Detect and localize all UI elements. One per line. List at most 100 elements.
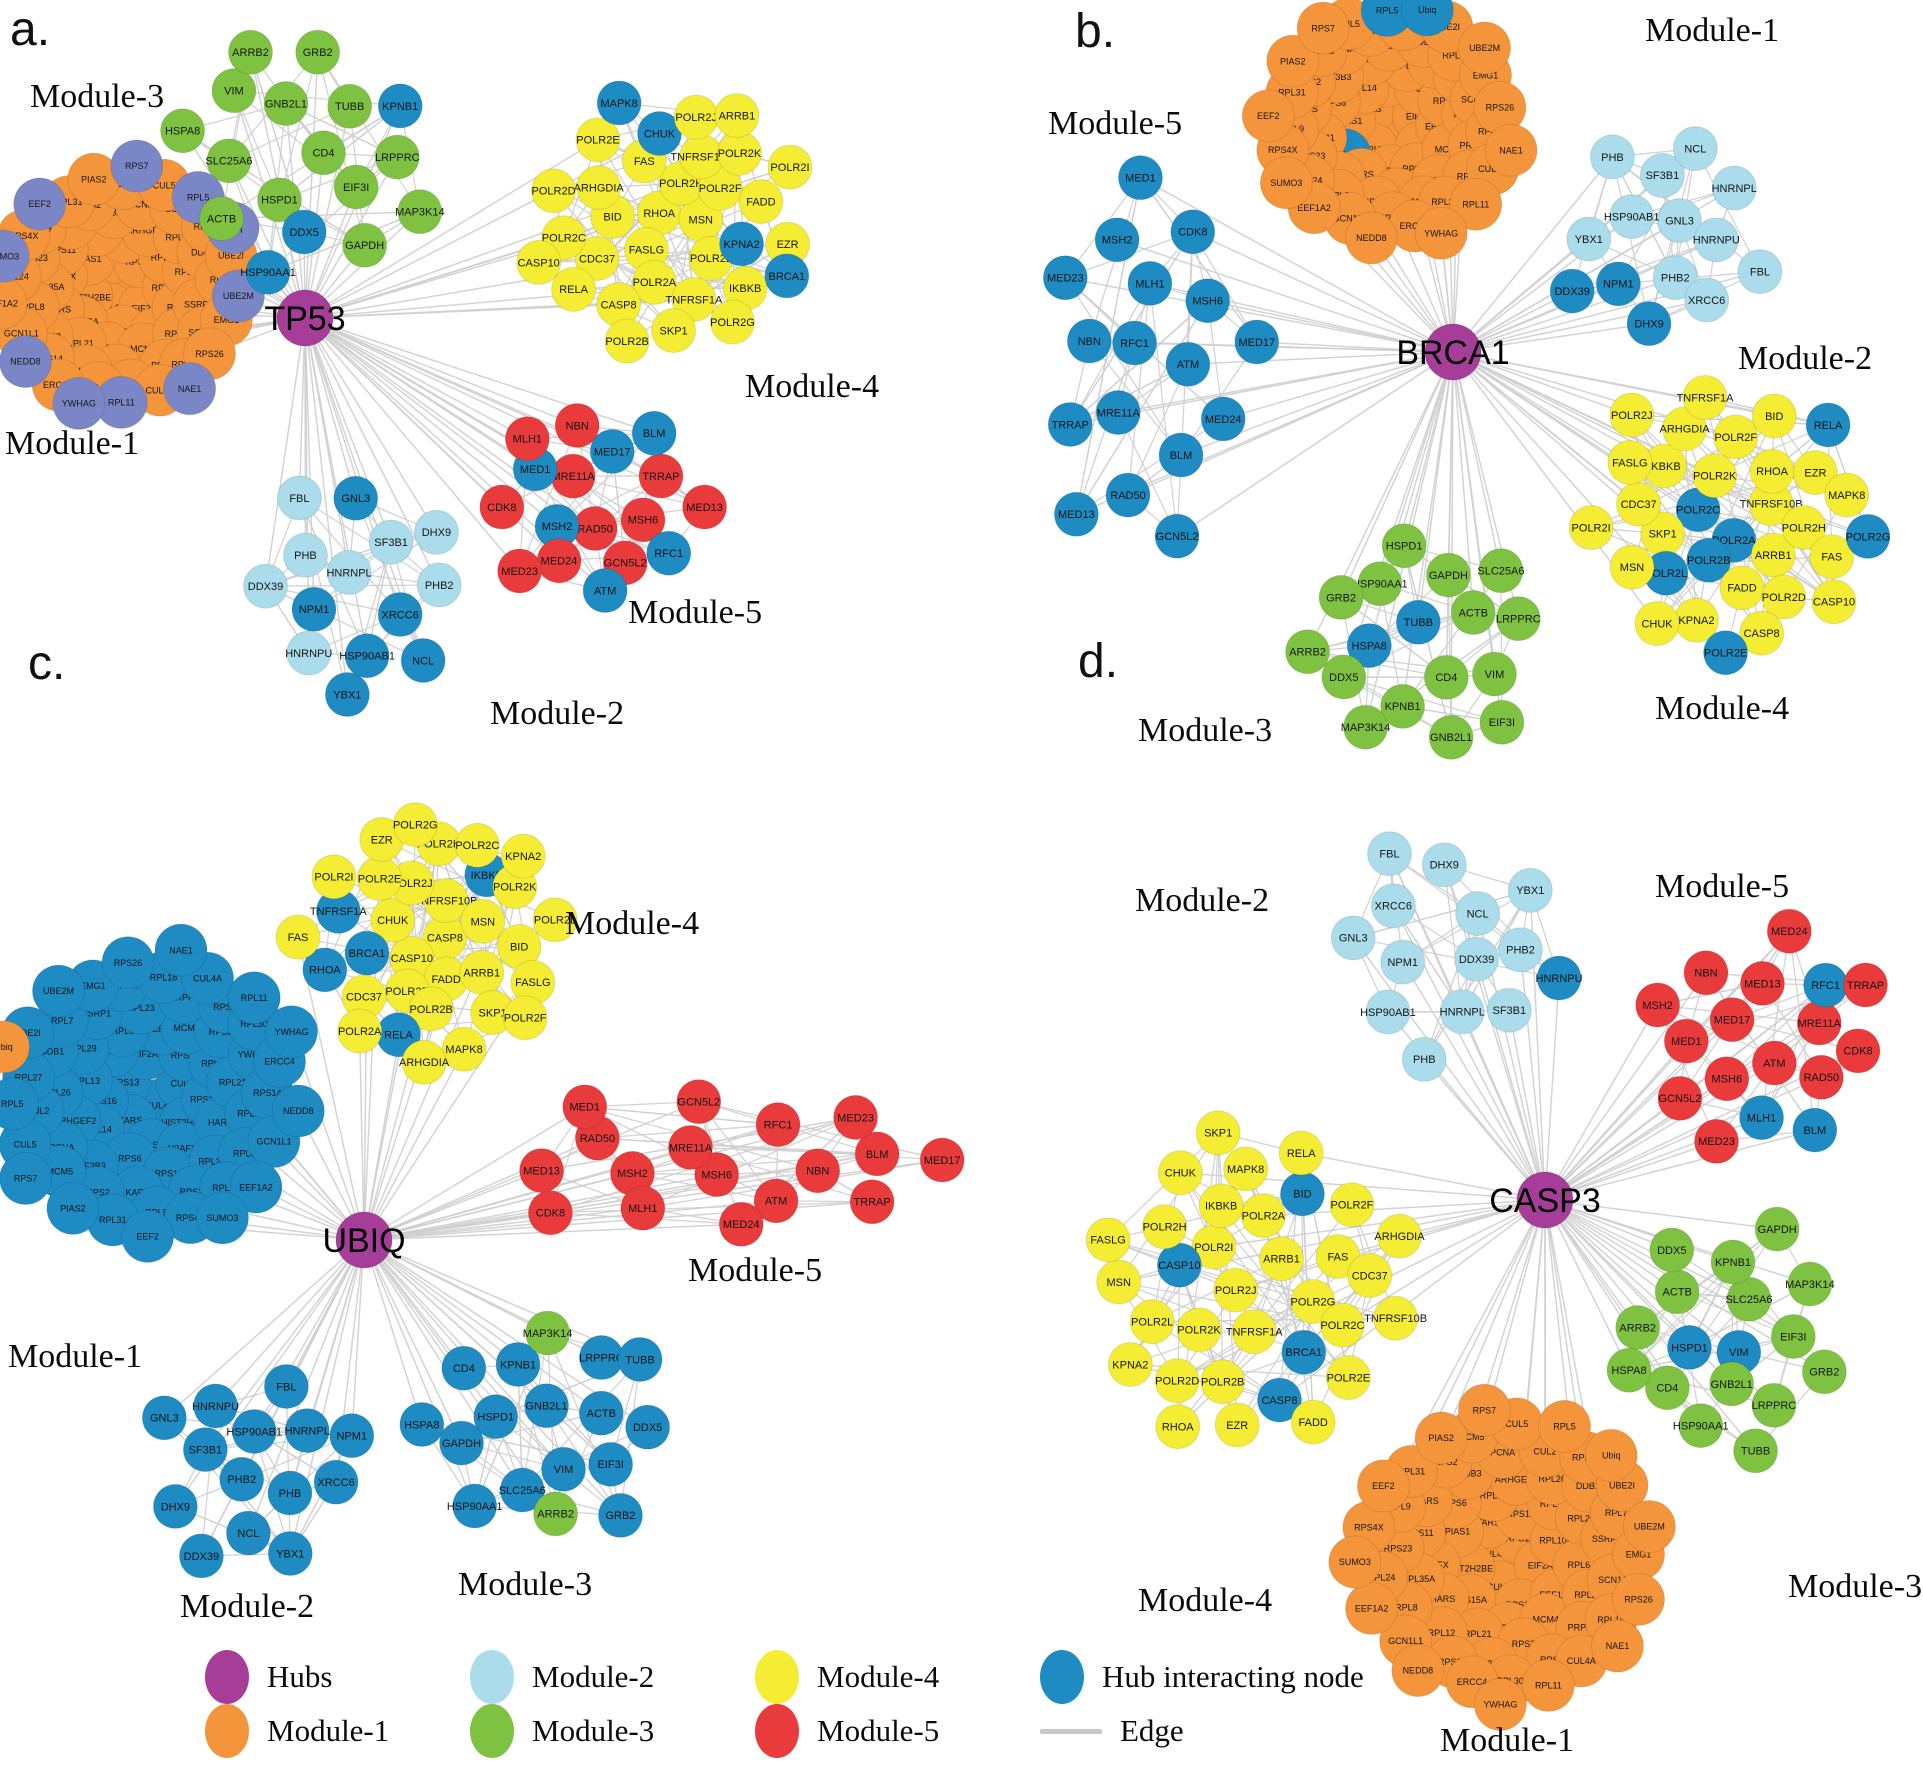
node-RFC1[interactable]: RFC1 [1112, 320, 1158, 366]
node-ARHGDIA[interactable]: ARHGDIA [1374, 1213, 1425, 1259]
node-MAPK8[interactable]: MAPK8 [1824, 472, 1870, 518]
node-HSP90AB1[interactable]: HSP90AB1 [226, 1408, 282, 1454]
node-POLR2A[interactable]: POLR2A [631, 259, 677, 305]
node-RPS7[interactable]: RPS7 [1296, 1, 1350, 55]
node-ARRB1[interactable]: ARRB1 [714, 93, 760, 139]
node-UBE2M[interactable]: UBE2M [32, 964, 86, 1018]
node-CDC37[interactable]: CDC37 [341, 974, 387, 1020]
node-CHUK[interactable]: CHUK [637, 111, 683, 157]
node-EZR[interactable]: EZR [1214, 1402, 1260, 1448]
node-RHOA[interactable]: RHOA [1749, 448, 1795, 494]
node-DDX39[interactable]: DDX39 [1549, 268, 1595, 314]
node-NPM1[interactable]: NPM1 [1595, 261, 1641, 307]
node-GAPDH[interactable]: GAPDH [439, 1420, 485, 1466]
node-MED1[interactable]: MED1 [562, 1084, 608, 1130]
node-DDX5[interactable]: DDX5 [1649, 1227, 1695, 1273]
node-BRCA1[interactable]: BRCA1 [344, 930, 390, 976]
node-DHX9[interactable]: DHX9 [413, 509, 459, 555]
node-CASP10[interactable]: CASP10 [516, 239, 562, 285]
node-GNL3[interactable]: GNL3 [1656, 198, 1702, 244]
node-BLM[interactable]: BLM [631, 410, 677, 456]
node-RFC1[interactable]: RFC1 [646, 530, 692, 576]
node-MRE11A[interactable]: MRE11A [1796, 1000, 1842, 1046]
node-HSPA8[interactable]: HSPA8 [399, 1401, 445, 1447]
node-RPL11[interactable]: RPL11 [227, 971, 281, 1025]
node-PIAS2[interactable]: PIAS2 [1414, 1411, 1468, 1465]
node-ACTB[interactable]: ACTB [578, 1390, 624, 1436]
node-TUBB[interactable]: TUBB [1733, 1428, 1779, 1474]
node-RELA[interactable]: RELA [376, 1012, 422, 1058]
node-MSH6[interactable]: MSH6 [1185, 278, 1231, 324]
node-SKP1[interactable]: SKP1 [470, 990, 516, 1036]
node-LRPPRC[interactable]: LRPPRC [374, 134, 420, 180]
node-GNB2L1[interactable]: GNB2L1 [1709, 1361, 1755, 1407]
node-EEF2[interactable]: EEF2 [1241, 89, 1295, 143]
node-PHB2[interactable]: PHB2 [219, 1456, 265, 1502]
node-CD4[interactable]: CD4 [1423, 654, 1469, 700]
node-POLR2G[interactable]: POLR2G [1845, 513, 1891, 559]
node-POLR2K[interactable]: POLR2K [1692, 453, 1738, 499]
node-GRB2[interactable]: GRB2 [295, 29, 341, 75]
node-Ubiq[interactable]: Ubiq [1400, 0, 1454, 37]
node-ATM[interactable]: ATM [1165, 341, 1211, 387]
node-HSPA8[interactable]: HSPA8 [160, 108, 206, 154]
node-POLR2J[interactable]: POLR2J [389, 860, 435, 906]
node-POLR2I[interactable]: POLR2I [767, 144, 813, 190]
node-ACTB[interactable]: ACTB [199, 196, 245, 242]
node-MAP3K14[interactable]: MAP3K14 [1785, 1261, 1835, 1307]
node-EIF3I[interactable]: EIF3I [1770, 1313, 1816, 1359]
node-YWHAG[interactable]: YWHAG [1473, 1677, 1527, 1731]
node-SLC25A6[interactable]: SLC25A6 [499, 1467, 546, 1513]
node-RAD50[interactable]: RAD50 [572, 506, 618, 552]
node-HSPD1[interactable]: HSPD1 [473, 1394, 519, 1440]
node-CHUK[interactable]: CHUK [1157, 1150, 1203, 1196]
node-VIM[interactable]: VIM [541, 1446, 587, 1492]
node-CASP10[interactable]: CASP10 [389, 935, 435, 981]
node-TNFRSF1A[interactable]: TNFRSF1A [310, 888, 368, 934]
node-CDC37[interactable]: CDC37 [1347, 1253, 1393, 1299]
node-MSH6[interactable]: MSH6 [1704, 1056, 1750, 1102]
node-EIF3I[interactable]: EIF3I [1479, 699, 1525, 745]
node-XRCC6[interactable]: XRCC6 [313, 1459, 359, 1505]
node-NBN[interactable]: NBN [1066, 318, 1112, 364]
node-ARHGDIA[interactable]: ARHGDIA [574, 165, 625, 211]
node-NCL[interactable]: NCL [1672, 126, 1718, 172]
node-NCL[interactable]: NCL [1455, 890, 1501, 936]
node-BID[interactable]: BID [1279, 1171, 1325, 1217]
node-FASLG[interactable]: FASLG [1085, 1217, 1131, 1263]
node-TUBB[interactable]: TUBB [617, 1336, 663, 1382]
node-HNRNPU[interactable]: HNRNPU [1693, 217, 1740, 263]
node-BLM[interactable]: BLM [854, 1131, 900, 1177]
node-HNRNPL[interactable]: HNRNPL [1440, 989, 1485, 1035]
node-POLR2D[interactable]: POLR2D [531, 168, 577, 214]
node-TNFRSF10B[interactable]: TNFRSF10B [1740, 481, 1803, 527]
node-MAP3K14[interactable]: MAP3K14 [395, 189, 445, 235]
node-UBE2M[interactable]: UBE2M [1458, 21, 1512, 75]
node-TNFRSF1A[interactable]: TNFRSF1A [665, 276, 723, 322]
node-POLR2E[interactable]: POLR2E [1325, 1355, 1371, 1401]
node-GCN5L2[interactable]: GCN5L2 [1154, 513, 1200, 559]
node-RHOA[interactable]: RHOA [1155, 1404, 1201, 1450]
node-POLR2L[interactable]: POLR2L [532, 897, 578, 943]
node-POLR2E[interactable]: POLR2E [575, 117, 621, 163]
node-RPS7[interactable]: RPS7 [1457, 1383, 1511, 1437]
node-POLR2F[interactable]: POLR2F [1329, 1182, 1375, 1228]
node-SF3B1[interactable]: SF3B1 [1486, 987, 1532, 1033]
node-DHX9[interactable]: DHX9 [1421, 842, 1467, 888]
node-RFC1[interactable]: RFC1 [1803, 962, 1849, 1008]
node-SUMO3[interactable]: SUMO3 [1259, 156, 1313, 210]
node-HSP90AA1[interactable]: HSP90AA1 [447, 1483, 503, 1529]
node-NAE1[interactable]: NAE1 [163, 362, 217, 416]
node-EZR[interactable]: EZR [1792, 450, 1838, 496]
node-HSP90AB1[interactable]: HSP90AB1 [1604, 194, 1660, 240]
node-MSH2[interactable]: MSH2 [1635, 982, 1681, 1028]
node-FAS[interactable]: FAS [1315, 1233, 1361, 1279]
node-NAE1[interactable]: NAE1 [154, 923, 208, 977]
node-POLR2F[interactable]: POLR2F [1713, 414, 1759, 460]
node-CASP10[interactable]: CASP10 [1156, 1242, 1202, 1288]
node-MED17[interactable]: MED17 [1234, 319, 1280, 365]
node-RELA[interactable]: RELA [1278, 1130, 1324, 1176]
node-MED1[interactable]: MED1 [1663, 1018, 1709, 1064]
node-Ubiq[interactable]: Ubiq [1584, 1428, 1638, 1482]
node-BRCA1[interactable]: BRCA1 [1281, 1329, 1327, 1375]
